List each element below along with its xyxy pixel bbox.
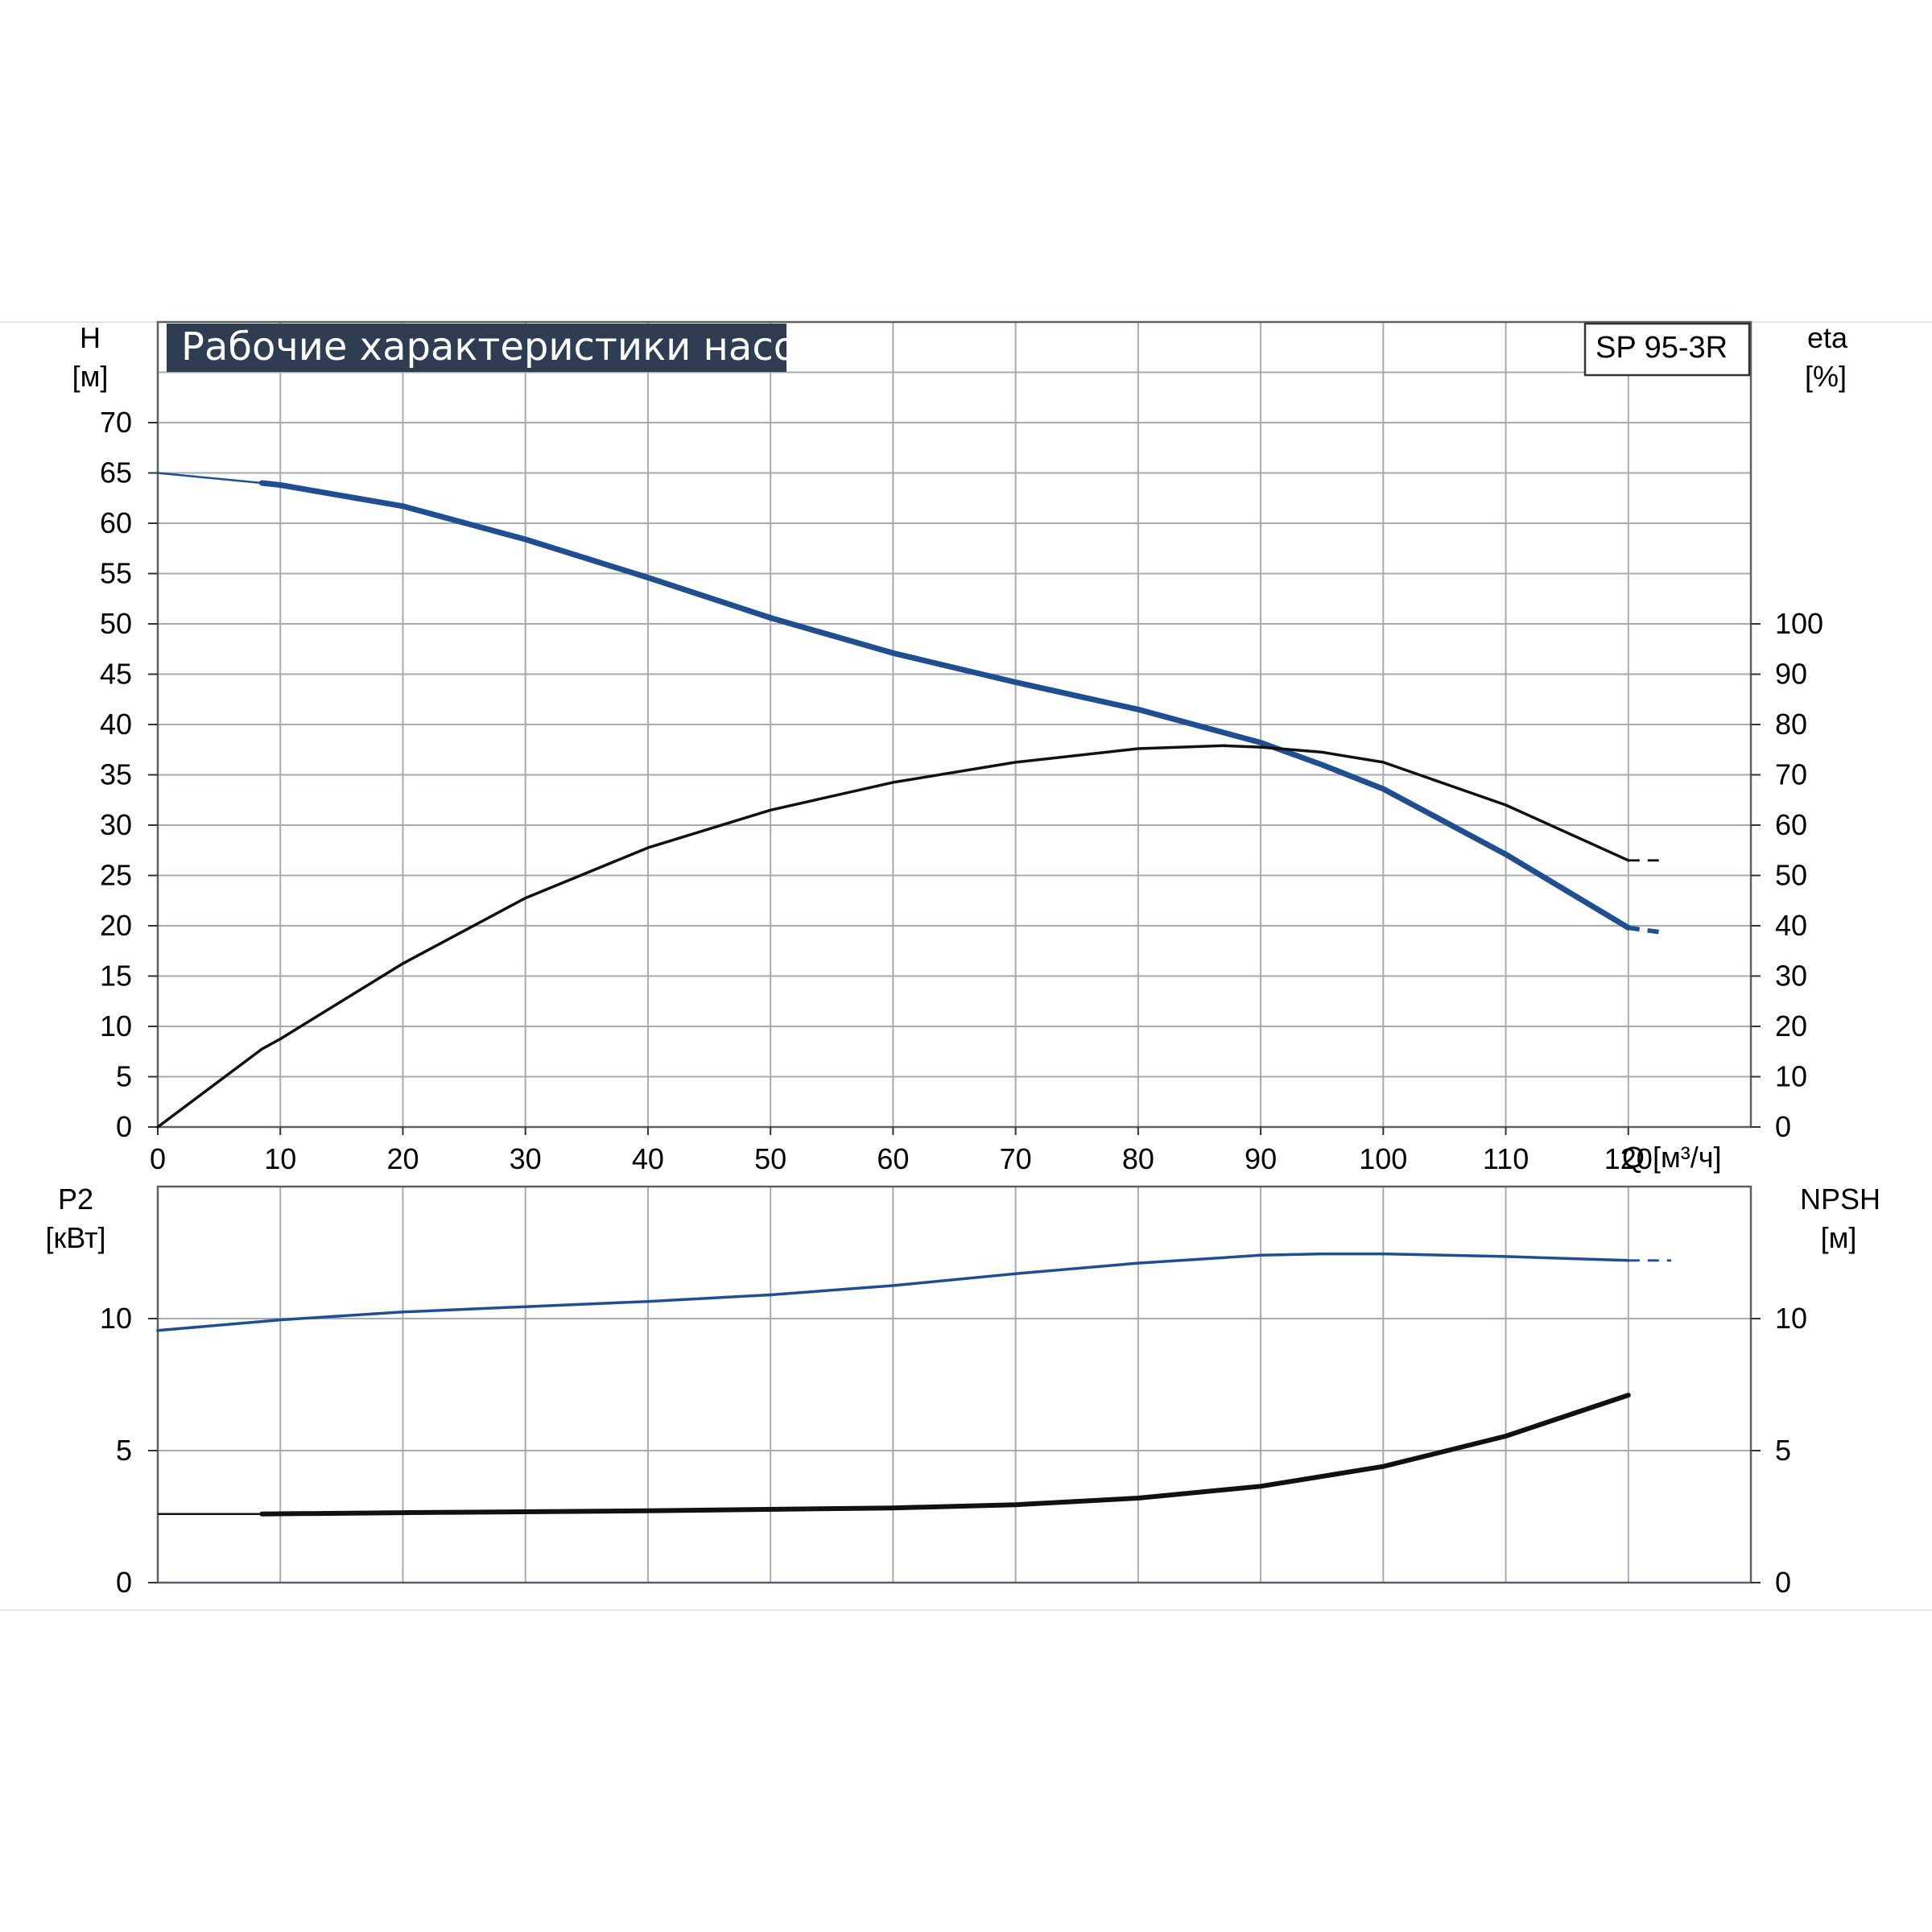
tick-label-eta: 20 — [1775, 1009, 1807, 1042]
tick-label-eta: 60 — [1775, 808, 1807, 841]
curves — [156, 472, 1672, 1517]
chart-title: Рабочие характеристики насоса — [181, 324, 842, 369]
tick-label-npsh: 10 — [1775, 1302, 1807, 1335]
p2-axis-unit: [кВт] — [45, 1221, 105, 1254]
bottom-panel-frame — [156, 1185, 1752, 1584]
tick-label-h: 5 — [116, 1060, 132, 1093]
tick-label-h: 55 — [100, 557, 132, 590]
title-background — [167, 324, 786, 372]
tick-label-p2: 10 — [100, 1302, 132, 1335]
tick-label-q: 50 — [754, 1142, 786, 1175]
tick-label-h: 20 — [100, 909, 132, 942]
model-box — [1583, 322, 1751, 377]
tick-label-h: 35 — [100, 758, 132, 791]
tick-label-h: 25 — [100, 859, 132, 892]
tick-label-npsh: 5 — [1775, 1434, 1791, 1467]
h-axis-unit: [м] — [72, 360, 109, 393]
npsh-axis-label: NPSH — [1800, 1183, 1880, 1216]
tick-label-eta: 40 — [1775, 909, 1807, 942]
npsh-curve — [259, 1393, 1631, 1517]
tick-label-q: 90 — [1245, 1142, 1277, 1175]
tick-label-eta: 90 — [1775, 658, 1807, 691]
efficiency-curve — [156, 744, 1630, 1129]
tick-label-eta: 0 — [1775, 1110, 1791, 1143]
eta-axis-unit: [%] — [1805, 360, 1847, 393]
tick-label-q: 60 — [877, 1142, 909, 1175]
tick-label-eta: 80 — [1775, 708, 1807, 741]
tick-label-h: 60 — [100, 506, 132, 539]
p2-axis-label: P2 — [58, 1183, 93, 1216]
tick-label-q: 30 — [510, 1142, 542, 1175]
head-curve — [258, 480, 1632, 931]
model-label: SP 95-3R — [1596, 331, 1728, 365]
tick-label-q: 100 — [1359, 1142, 1407, 1175]
tick-label-eta: 50 — [1775, 859, 1807, 892]
head-curve-start-segment — [157, 472, 262, 485]
tick-label-h: 10 — [100, 1009, 132, 1042]
bottom-panel-grid — [157, 1187, 1752, 1583]
tick-label-q: 0 — [150, 1142, 166, 1175]
tick-label-q: 40 — [632, 1142, 664, 1175]
tick-label-h: 40 — [100, 708, 132, 741]
tick-label-q: 120 — [1604, 1142, 1653, 1175]
tick-label-h: 65 — [100, 456, 132, 489]
top-panel-grid — [157, 322, 1752, 1127]
tick-label-eta: 100 — [1775, 607, 1823, 640]
tick-label-h: 15 — [100, 960, 132, 993]
eta-axis-label: eta — [1807, 321, 1848, 354]
q-axis-label: Q [м³/ч] — [1622, 1141, 1722, 1174]
npsh-axis-unit: [м] — [1821, 1221, 1857, 1254]
tick-label-q: 70 — [1000, 1142, 1032, 1175]
head-curve-extension — [1628, 925, 1666, 935]
tick-label-p2: 0 — [116, 1566, 132, 1599]
tick-label-q: 110 — [1483, 1142, 1529, 1175]
power-curve — [156, 1252, 1630, 1332]
tick-label-h: 30 — [100, 808, 132, 841]
tick-label-h: 50 — [100, 607, 132, 640]
tick-label-h: 45 — [100, 658, 132, 691]
tick-label-eta: 10 — [1775, 1060, 1807, 1093]
tick-label-npsh: 0 — [1775, 1566, 1791, 1599]
tick-label-h: 70 — [100, 406, 132, 439]
tick-label-q: 80 — [1122, 1142, 1154, 1175]
tick-label-p2: 5 — [116, 1434, 132, 1467]
tick-label-h: 0 — [116, 1110, 132, 1143]
bottom-panel-ticks: 0 5 10 0 5 10 — [100, 1302, 1807, 1599]
tick-label-eta: 70 — [1775, 758, 1807, 791]
tick-label-q: 20 — [386, 1142, 419, 1175]
top-panel-ticks: 0 5 10 15 20 25 30 35 40 45 50 55 60 65 70 0 10 20 30 40 50 6… — [100, 406, 1823, 1175]
tick-label-q: 10 — [264, 1142, 296, 1175]
h-axis-label: H — [80, 321, 101, 354]
tick-label-eta: 30 — [1775, 960, 1807, 993]
